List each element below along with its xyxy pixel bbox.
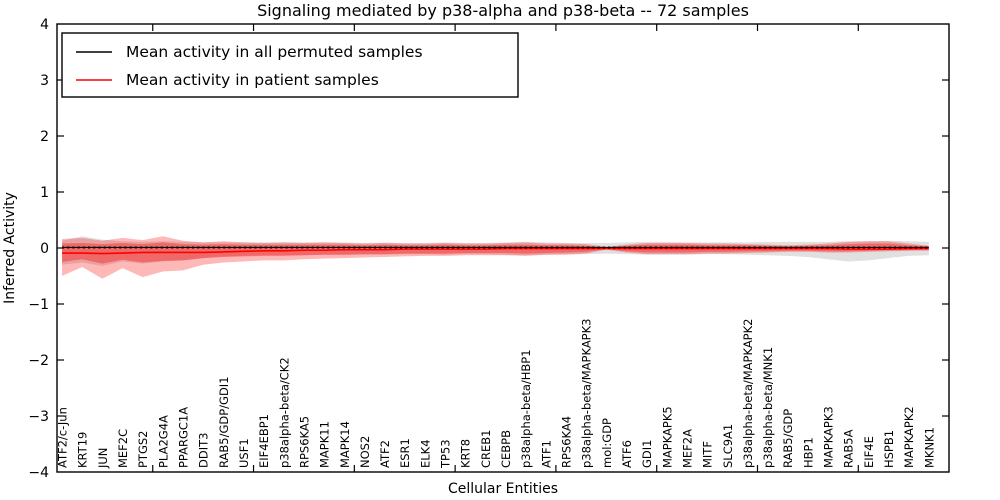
band-permuted-samples-range (62, 236, 929, 266)
category-label-krt19: KRT19 (76, 432, 90, 468)
category-label-mapk14: MAPK14 (338, 421, 352, 468)
category-label-mapkapk3: MAPKAPK3 (822, 406, 836, 468)
category-label-p38alpha-beta-mapkapk2: p38alpha-beta/MAPKAPK2 (741, 319, 755, 469)
category-label-ptgs2: PTGS2 (136, 431, 150, 469)
legend-patient-label: Mean activity in patient samples (126, 71, 379, 89)
patient-mean-line (62, 247, 929, 255)
category-label-eif4ebp1: EIF4EBP1 (257, 414, 271, 468)
category-label-cebpb: CEBPB (499, 430, 513, 468)
category-label-rab5-gdp: RAB5/GDP (781, 409, 795, 468)
category-label-p38alpha-beta-hbp1: p38alpha-beta/HBP1 (519, 349, 533, 468)
category-label-mknk1: MKNK1 (922, 427, 936, 468)
category-label-nos2: NOS2 (358, 436, 372, 468)
y-tick-label: 4 (40, 17, 49, 33)
category-label-mapkapk2: MAPKAPK2 (902, 406, 916, 468)
category-label-ddit3: DDIT3 (197, 433, 211, 468)
category-label-mitf: MITF (701, 441, 715, 468)
category-label-gdi1: GDI1 (640, 440, 654, 468)
y-tick-label: −2 (28, 353, 49, 369)
y-tick-label: 0 (40, 241, 49, 257)
y-tick-label: 1 (40, 185, 49, 201)
y-tick-labels: 4 3 2 1 0 −1 −2 −3 −4 (28, 17, 49, 481)
category-label-rps6ka5: RPS6KA5 (297, 416, 311, 468)
category-label-atf6: ATF6 (620, 440, 634, 468)
category-label-tp53: TP53 (439, 439, 453, 469)
category-label-mef2a: MEF2A (680, 429, 694, 468)
category-label-p38alpha-beta-mapkapk3: p38alpha-beta/MAPKAPK3 (580, 319, 594, 469)
category-label-elk4: ELK4 (418, 439, 432, 468)
y-tick-label: −1 (28, 297, 49, 313)
chart-title: Signaling mediated by p38-alpha and p38-… (257, 1, 749, 20)
category-label-usf1: USF1 (237, 438, 251, 468)
category-label-esr1: ESR1 (398, 438, 412, 468)
legend-permuted-label: Mean activity in all permuted samples (126, 43, 423, 61)
category-label-rab5a: RAB5A (842, 429, 856, 468)
y-tick-label: 2 (40, 129, 49, 145)
legend-box (61, 32, 519, 98)
category-label-atf1: ATF1 (539, 440, 553, 468)
category-label-hspb1: HSPB1 (882, 430, 896, 468)
x-axis-label: Cellular Entities (448, 481, 558, 497)
category-label-pla2g4a: PLA2G4A (156, 415, 170, 468)
x-category-labels: ATF2/c-Jun KRT19 JUN MEF2C PTGS2 PLA2G4A PPARG… (56, 319, 937, 470)
category-label-mol-gdp: mol:GDP (600, 418, 614, 468)
y-tick-label: 3 (40, 73, 49, 89)
category-label-hbp1: HBP1 (801, 437, 815, 468)
category-label-eif4e: EIF4E (862, 436, 876, 468)
legend: Mean activity in all permuted samples Me… (61, 32, 519, 98)
category-label-jun: JUN (96, 448, 110, 469)
category-label-mapk11: MAPK11 (318, 421, 332, 468)
category-label-mef2c: MEF2C (116, 429, 130, 468)
category-label-rab5-gdp-gdi1: RAB5/GDP/GDI1 (217, 376, 231, 468)
y-tick-label: −4 (28, 465, 49, 481)
category-label-slc9a1: SLC9A1 (721, 424, 735, 468)
axis-ticks (57, 24, 949, 472)
confidence-bands (62, 236, 929, 279)
category-label-mapkapk5: MAPKAPK5 (660, 406, 674, 468)
category-label-ppargc1a: PPARGC1A (176, 407, 190, 468)
y-tick-label: −3 (28, 409, 49, 425)
series-lines (62, 246, 929, 255)
category-label-creb1: CREB1 (479, 430, 493, 469)
category-label-atf2-c-jun: ATF2/c-Jun (56, 407, 70, 468)
category-label-rps6ka4: RPS6KA4 (559, 416, 573, 468)
category-label-p38alpha-beta-mnk1: p38alpha-beta/MNK1 (761, 347, 775, 468)
category-label-krt8: KRT8 (459, 439, 473, 468)
category-label-p38alpha-beta-ck2: p38alpha-beta/CK2 (277, 357, 291, 468)
y-axis-label: Inferred Activity (2, 192, 18, 304)
category-label-atf2: ATF2 (378, 440, 392, 468)
